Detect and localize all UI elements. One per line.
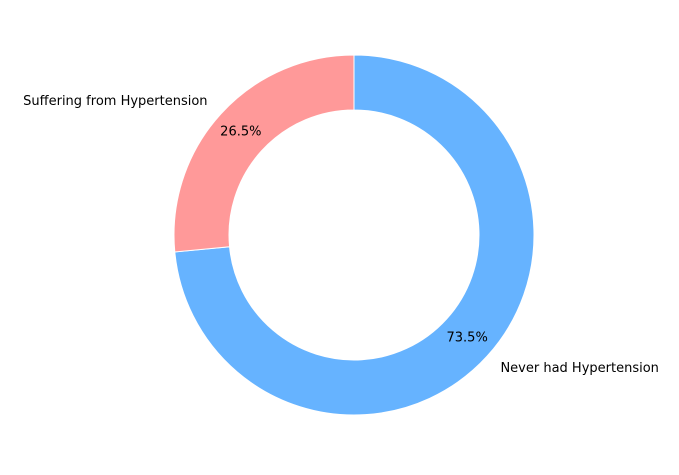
labels-group: 73.5% Never had Hypertension 26.5% Sufferin… <box>23 94 659 376</box>
slices-group <box>173 54 535 416</box>
pct-label-never-had-hypertension: 73.5% <box>447 330 488 345</box>
pct-label-suffering-from-hypertension: 26.5% <box>220 125 261 140</box>
slice-never-had-hypertension <box>174 54 535 416</box>
category-label-never-had-hypertension: Never had Hypertension <box>500 361 658 376</box>
slice-suffering-from-hypertension <box>173 54 355 253</box>
category-label-suffering-from-hypertension: Suffering from Hypertension <box>23 94 207 109</box>
